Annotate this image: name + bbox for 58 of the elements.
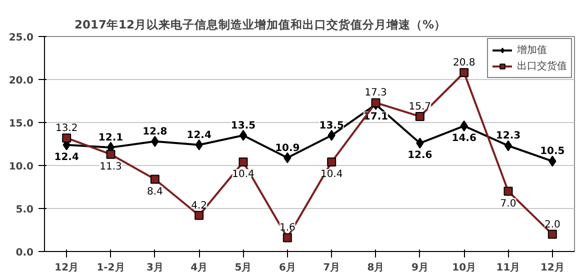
data-label: 4.2 [191,200,208,212]
x-tick-label: 6月 [278,262,296,274]
data-label: 17.3 [364,88,387,99]
x-tick-label: 10月 [452,262,476,274]
data-label: 15.7 [408,101,432,112]
y-tick-label: 20.0 [8,76,34,86]
data-label: 13.5 [230,120,256,132]
data-label: 11.3 [100,161,122,172]
point [150,174,160,184]
data-label: 20.8 [452,58,476,69]
x-tick-label: 3月 [146,262,164,274]
point [282,233,292,242]
y-tick-label: 25.0 [8,32,34,44]
x-tick-label: 4月 [190,262,208,274]
point [504,186,513,196]
x-tick-label: 5月 [234,262,252,274]
data-label: 13.2 [55,122,78,134]
y-tick-label: 15.0 [8,118,34,130]
data-label: 12.6 [408,150,432,162]
point [460,68,469,78]
data-label: 12.8 [142,126,168,138]
data-label: 10.4 [232,169,254,180]
point [239,130,248,141]
point [194,210,204,220]
y-tick-label: 5.0 [16,204,34,216]
data-label: 10.5 [540,146,565,158]
data-label: 12.4 [54,152,79,163]
data-label: 10.9 [275,142,300,154]
point [504,140,512,152]
y-tick-label: 10.0 [8,162,34,172]
point [62,133,72,142]
data-label: 8.4 [146,186,163,198]
y-tick-label: 0.0 [16,248,34,258]
x-tick-label: 7月 [323,262,340,274]
point [327,158,336,167]
x-tick-label: 12月 [540,262,564,274]
data-label: 14.6 [452,132,476,144]
point [548,230,557,239]
chart-title: 2017年12月以来电子信息制造业增加值和出口交货值分月增速（%） [74,18,446,32]
data-label: 12.1 [98,132,124,144]
point [415,112,424,121]
point [106,150,116,159]
x-tick-label: 9月 [411,262,428,274]
x-tick-label: 1-2月 [96,262,125,274]
data-label: 12.3 [496,130,521,142]
x-tick-label: 12月 [54,262,79,274]
data-label: 2.0 [544,219,560,230]
legend-label: 增加值 [517,44,547,57]
data-label: 13.5 [319,120,344,132]
legend-label: 出口交货值 [517,60,567,73]
data-label: 7.0 [500,198,516,210]
data-label: 1.6 [279,222,296,234]
point [238,158,248,167]
data-label: 12.4 [186,130,212,141]
data-label: 10.4 [320,169,343,180]
x-tick-label: 11月 [496,262,520,274]
point [371,98,380,108]
x-tick-label: 8月 [367,262,384,274]
